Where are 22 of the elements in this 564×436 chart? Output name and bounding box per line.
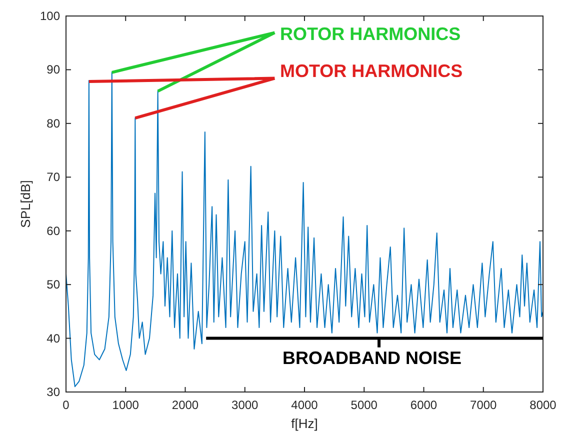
y-tick-label: 90	[46, 62, 60, 77]
y-tick-label: 40	[46, 331, 60, 346]
annotation: BROADBAND NOISE	[282, 348, 462, 368]
y-tick-label: 50	[46, 278, 60, 292]
y-tick-label: 80	[46, 116, 60, 130]
x-tick-label: 5000	[350, 398, 378, 412]
x-tick-label: 0	[62, 398, 70, 412]
x-tick-label: 1000	[112, 398, 140, 412]
annotation: ROTOR HARMONICS	[280, 24, 461, 44]
x-tick-label: 3000	[232, 398, 259, 412]
x-axis-title: f[Hz]	[291, 416, 318, 431]
x-tick-label: 4000	[291, 398, 318, 412]
x-tick-label: 6000	[410, 398, 438, 412]
y-tick-label: 70	[46, 170, 60, 184]
y-tick-label: 100	[40, 9, 60, 23]
x-tick-label: 2000	[172, 398, 199, 412]
y-tick-label: 60	[46, 224, 60, 238]
x-tick-label: 8000	[530, 398, 557, 412]
y-tick-label: 30	[46, 385, 60, 399]
x-tick-label: 7000	[470, 398, 498, 412]
annotation: MOTOR HARMONICS	[280, 61, 463, 81]
y-axis-title: SPL[dB]	[18, 180, 33, 228]
